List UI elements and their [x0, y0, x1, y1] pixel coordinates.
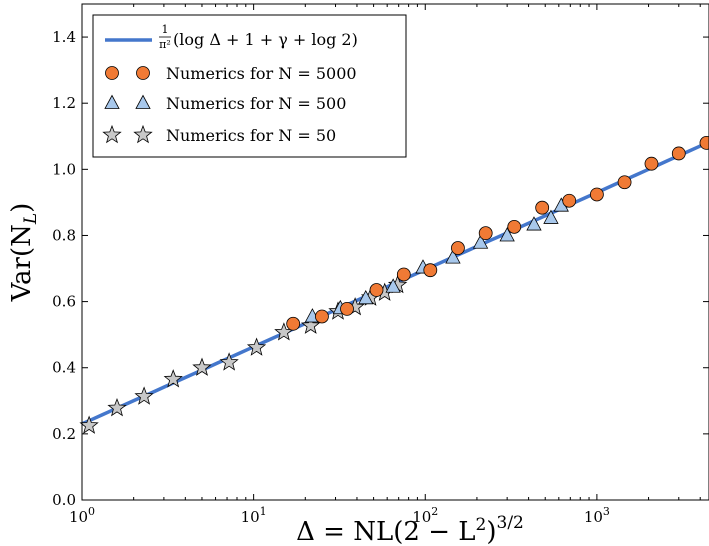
- data-point-triangle: [358, 289, 374, 305]
- data-point-triangle: [499, 227, 515, 242]
- data-point-circle: [644, 156, 659, 171]
- data-point-star: [134, 386, 154, 405]
- y-tick-label: 0.6: [52, 293, 76, 311]
- y-tick-label: 0.0: [52, 491, 76, 509]
- legend-marker-triangle: [135, 94, 151, 109]
- x-tick-label: 103: [584, 505, 610, 526]
- data-point-star: [219, 352, 239, 371]
- data-point-circle: [369, 283, 384, 297]
- data-point-circle: [507, 219, 522, 234]
- data-point-circle: [396, 267, 411, 282]
- data-point-triangle: [543, 209, 559, 224]
- legend-theory-label: (log Δ + 1 + γ + log 2): [173, 30, 358, 49]
- data-point-star: [192, 357, 212, 376]
- legend-theory-fraction-num: 1: [162, 23, 169, 36]
- y-tick-label: 1.0: [52, 160, 76, 178]
- x-tick-label: 101: [241, 505, 267, 526]
- legend-marker-star: [133, 124, 153, 144]
- data-point-triangle: [385, 278, 401, 293]
- y-tick-label: 0.2: [52, 425, 76, 443]
- y-tick-label: 1.4: [52, 28, 76, 46]
- data-point-circle: [451, 241, 465, 255]
- data-point-circle: [589, 187, 604, 202]
- data-point-circle: [535, 200, 550, 215]
- legend-series-label: Numerics for N = 500: [166, 94, 346, 113]
- y-tick-label: 0.4: [52, 359, 76, 377]
- legend-marker-triangle: [104, 94, 120, 109]
- data-point-circle: [617, 175, 632, 190]
- x-tick-label: 100: [69, 505, 95, 526]
- legend-marker-circle: [136, 66, 150, 80]
- data-point-circle: [699, 135, 709, 150]
- plot-frame: [81, 3, 709, 501]
- y-axis-title: Var(NL): [7, 203, 41, 303]
- data-point-star: [301, 315, 321, 334]
- data-point-star: [79, 415, 99, 434]
- data-point-star: [107, 397, 127, 417]
- legend-series-label: Numerics for N = 5000: [166, 64, 357, 83]
- data-point-triangle: [526, 216, 542, 231]
- data-point-star: [246, 337, 267, 356]
- legend-marker-star: [102, 124, 122, 144]
- legend-series-label: Numerics for N = 50: [166, 126, 336, 145]
- data-point-star: [163, 369, 183, 388]
- data-point-circle: [423, 263, 438, 278]
- data-point-triangle: [445, 249, 461, 264]
- data-point-triangle: [472, 234, 489, 249]
- legend-marker-circle: [105, 66, 119, 80]
- x-axis-title: Δ = NL(2 − L2)3/2: [296, 513, 524, 546]
- legend-theory-fraction-den: π²: [159, 38, 171, 51]
- y-tick-label: 1.2: [52, 94, 76, 112]
- data-point-circle: [286, 316, 301, 331]
- data-point-circle: [478, 226, 493, 241]
- data-point-circle: [671, 146, 686, 161]
- data-point-circle: [562, 193, 577, 208]
- data-point-circle: [340, 301, 354, 316]
- y-tick-label: 0.8: [52, 226, 76, 244]
- legend: 1 π² (log Δ + 1 + γ + log 2) Numerics for N…: [92, 14, 407, 158]
- plot-area: [79, 135, 709, 434]
- data-point-circle: [315, 309, 329, 324]
